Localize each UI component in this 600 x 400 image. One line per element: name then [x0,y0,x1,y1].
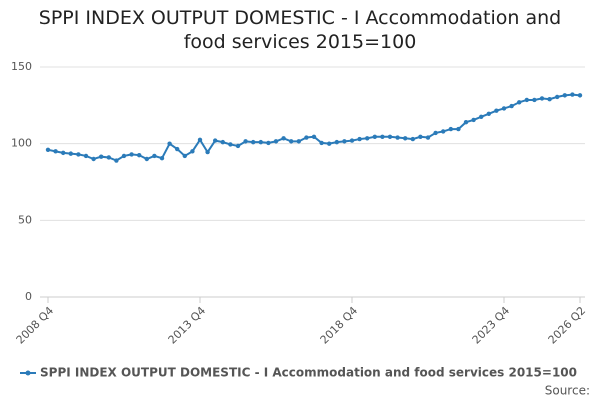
y-tick-label: 50 [18,213,32,226]
x-tick-label: 2023 Q4 [470,304,513,347]
point [159,156,165,161]
point [296,139,301,144]
point [418,134,423,139]
point [463,120,469,125]
point [372,134,377,139]
point [577,93,583,98]
point [258,139,263,145]
point [228,142,233,147]
x-tick-label: 2018 Q4 [318,304,361,347]
point [327,141,332,146]
point [243,139,248,144]
point [121,153,127,159]
point [517,100,522,105]
point [289,139,294,144]
point [53,149,58,154]
point [311,134,317,139]
x-tick-label: 2008 Q4 [14,304,57,347]
point [213,138,218,143]
point [524,97,529,103]
point [304,135,309,140]
x-tick-label: 2013 Q4 [166,304,209,347]
point [91,156,96,162]
point [456,126,461,132]
point [235,143,241,149]
point [83,153,89,159]
point [357,136,362,142]
series-line [47,93,581,162]
point [266,140,271,146]
point [349,138,355,143]
point [273,139,279,144]
point [387,134,393,139]
point [251,139,256,145]
y-tick-label: 0 [25,290,32,303]
y-tick-label: 100 [11,137,32,150]
point [403,136,408,141]
point [365,136,370,141]
point [45,147,51,152]
point [197,137,203,143]
point [479,114,484,120]
point [494,108,499,113]
point [175,146,180,152]
point [334,139,339,145]
legend-marker [25,370,31,376]
point [539,96,545,101]
point [410,136,415,142]
legend-label: SPPI INDEX OUTPUT DOMESTIC - I Accommoda… [40,366,577,380]
point [547,97,552,102]
point [342,139,347,144]
x-tick-label: 2026 Q2 [546,304,589,347]
point [182,153,187,159]
point [114,158,119,163]
point [380,134,385,139]
point [501,106,507,111]
point [137,152,142,158]
point [167,141,172,146]
point [433,130,438,136]
point [532,97,537,103]
point [509,103,514,109]
point [471,117,476,123]
point [281,136,286,141]
point [76,152,81,157]
point [205,149,210,155]
point [106,155,112,160]
point [448,126,453,132]
point [319,140,324,146]
point [68,151,74,156]
point [61,150,66,156]
point [425,135,431,140]
point [220,139,225,145]
point [562,93,567,98]
point [129,152,134,157]
point [441,129,446,134]
point [570,92,575,97]
point [395,135,400,140]
point [99,154,104,159]
source-label: Source: [545,384,590,398]
y-tick-label: 150 [11,60,32,73]
point [555,94,560,100]
point [144,156,149,162]
point [152,153,157,159]
point [486,111,491,116]
point [190,149,195,154]
chart-title: SPPI INDEX OUTPUT DOMESTIC - I Accommoda… [38,7,562,53]
